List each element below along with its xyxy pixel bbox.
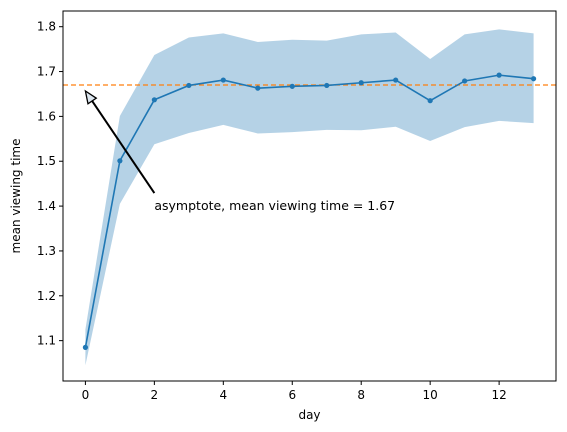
- data-point: [324, 82, 330, 89]
- x-tick-label: 4: [219, 388, 227, 402]
- confidence-band: [85, 29, 534, 366]
- y-tick-label: 1.2: [37, 289, 56, 303]
- data-point: [530, 76, 537, 82]
- y-tick-label: 1.4: [37, 199, 56, 213]
- y-tick-label: 1.1: [37, 334, 56, 348]
- x-tick-label: 10: [423, 388, 438, 402]
- series-line-layer: [82, 72, 537, 350]
- annotation-arrow-shaft: [91, 100, 156, 194]
- data-point: [496, 72, 502, 78]
- y-axis-label: mean viewing time: [9, 139, 23, 254]
- annotation-layer: asymptote, mean viewing time = 1.67: [84, 89, 395, 213]
- data-point: [220, 77, 226, 83]
- y-tick-label: 1.5: [37, 154, 56, 168]
- x-tick-label: 8: [357, 388, 365, 402]
- data-point: [289, 83, 295, 89]
- annotation-text: asymptote, mean viewing time = 1.67: [154, 198, 395, 213]
- x-tick-label: 12: [491, 388, 506, 402]
- data-point: [393, 77, 399, 83]
- x-tick-label: 6: [288, 388, 296, 402]
- x-axis-label: day: [298, 408, 320, 422]
- data-point: [117, 158, 123, 164]
- y-tick-label: 1.6: [37, 109, 56, 123]
- y-tick-label: 1.7: [37, 65, 56, 79]
- x-tick-label: 0: [82, 388, 90, 402]
- data-point: [358, 80, 364, 86]
- data-point: [151, 97, 157, 103]
- x-tick-label: 2: [151, 388, 159, 402]
- data-point: [462, 78, 468, 84]
- data-point: [255, 85, 261, 91]
- data-point: [186, 82, 192, 89]
- annotation-arrowhead: [84, 89, 98, 105]
- axes-layer: 0 2 4 6 8 10 12 1.1 1.2 1.3 1.4 1.5 1.6 1.7 1.8: [37, 10, 557, 402]
- data-point: [82, 344, 89, 350]
- axes-frame: [62, 10, 557, 382]
- confidence-band-layer: [85, 29, 534, 366]
- y-tick-label: 1.3: [37, 244, 56, 258]
- data-point: [427, 98, 433, 104]
- y-tick-label: 1.8: [37, 20, 56, 34]
- series-line: [84, 74, 534, 348]
